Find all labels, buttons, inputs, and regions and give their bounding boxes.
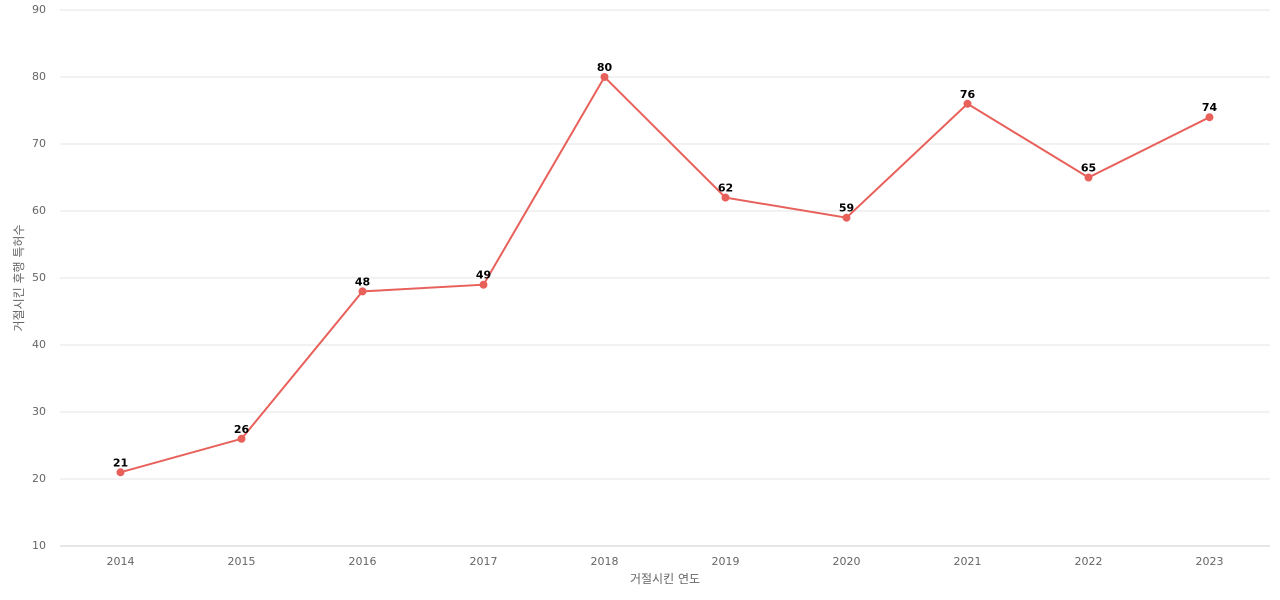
data-point	[237, 434, 246, 443]
x-tick-label: 2017	[470, 555, 498, 568]
x-tick-label: 2020	[833, 555, 861, 568]
y-axis-title: 거절시킨 후행 특허수	[11, 225, 26, 332]
grid-lines	[60, 9, 1270, 547]
series-line	[120, 75, 1210, 474]
data-point	[479, 280, 488, 289]
data-label: 59	[839, 202, 854, 215]
data-points	[116, 73, 1214, 477]
data-label: 49	[476, 269, 491, 282]
data-label: 74	[1202, 101, 1218, 114]
y-tick-label: 80	[32, 70, 46, 83]
y-tick-label: 70	[32, 137, 46, 150]
data-point	[963, 99, 972, 108]
y-tick-label: 20	[32, 472, 46, 485]
data-point	[842, 213, 851, 222]
data-point	[358, 287, 367, 296]
data-label: 21	[113, 456, 128, 469]
data-point	[721, 193, 730, 202]
x-tick-label: 2019	[712, 555, 740, 568]
x-tick-label: 2023	[1196, 555, 1224, 568]
y-tick-label: 60	[32, 204, 46, 217]
x-axis-ticks: 2014 2015 2016 2017 2018 2019 2020 2021 2022 2023	[107, 555, 1224, 568]
data-label: 26	[234, 423, 250, 436]
x-axis-title: 거절시킨 연도	[630, 572, 700, 586]
data-label: 80	[597, 61, 613, 74]
data-point	[116, 468, 125, 477]
x-tick-label: 2014	[107, 555, 135, 568]
x-tick-label: 2015	[228, 555, 256, 568]
data-label: 48	[355, 275, 370, 288]
x-tick-label: 2021	[954, 555, 982, 568]
data-label: 76	[960, 88, 976, 101]
x-tick-label: 2016	[349, 555, 377, 568]
data-point	[1084, 173, 1093, 182]
data-label: 62	[718, 182, 733, 195]
x-tick-label: 2018	[591, 555, 619, 568]
y-axis-ticks: 10 20 30 40 50 60 70 80 90	[32, 3, 46, 552]
y-tick-label: 40	[32, 338, 46, 351]
data-point	[600, 73, 609, 81]
y-tick-label: 30	[32, 405, 46, 418]
data-labels: 21 26 48 49 80 62 59 76 65 74	[113, 61, 1218, 469]
y-tick-label: 50	[32, 271, 46, 284]
y-tick-label: 10	[32, 539, 46, 552]
x-tick-label: 2022	[1075, 555, 1103, 568]
data-point	[1205, 113, 1214, 122]
data-label: 65	[1081, 162, 1096, 175]
y-tick-label: 90	[32, 3, 46, 16]
